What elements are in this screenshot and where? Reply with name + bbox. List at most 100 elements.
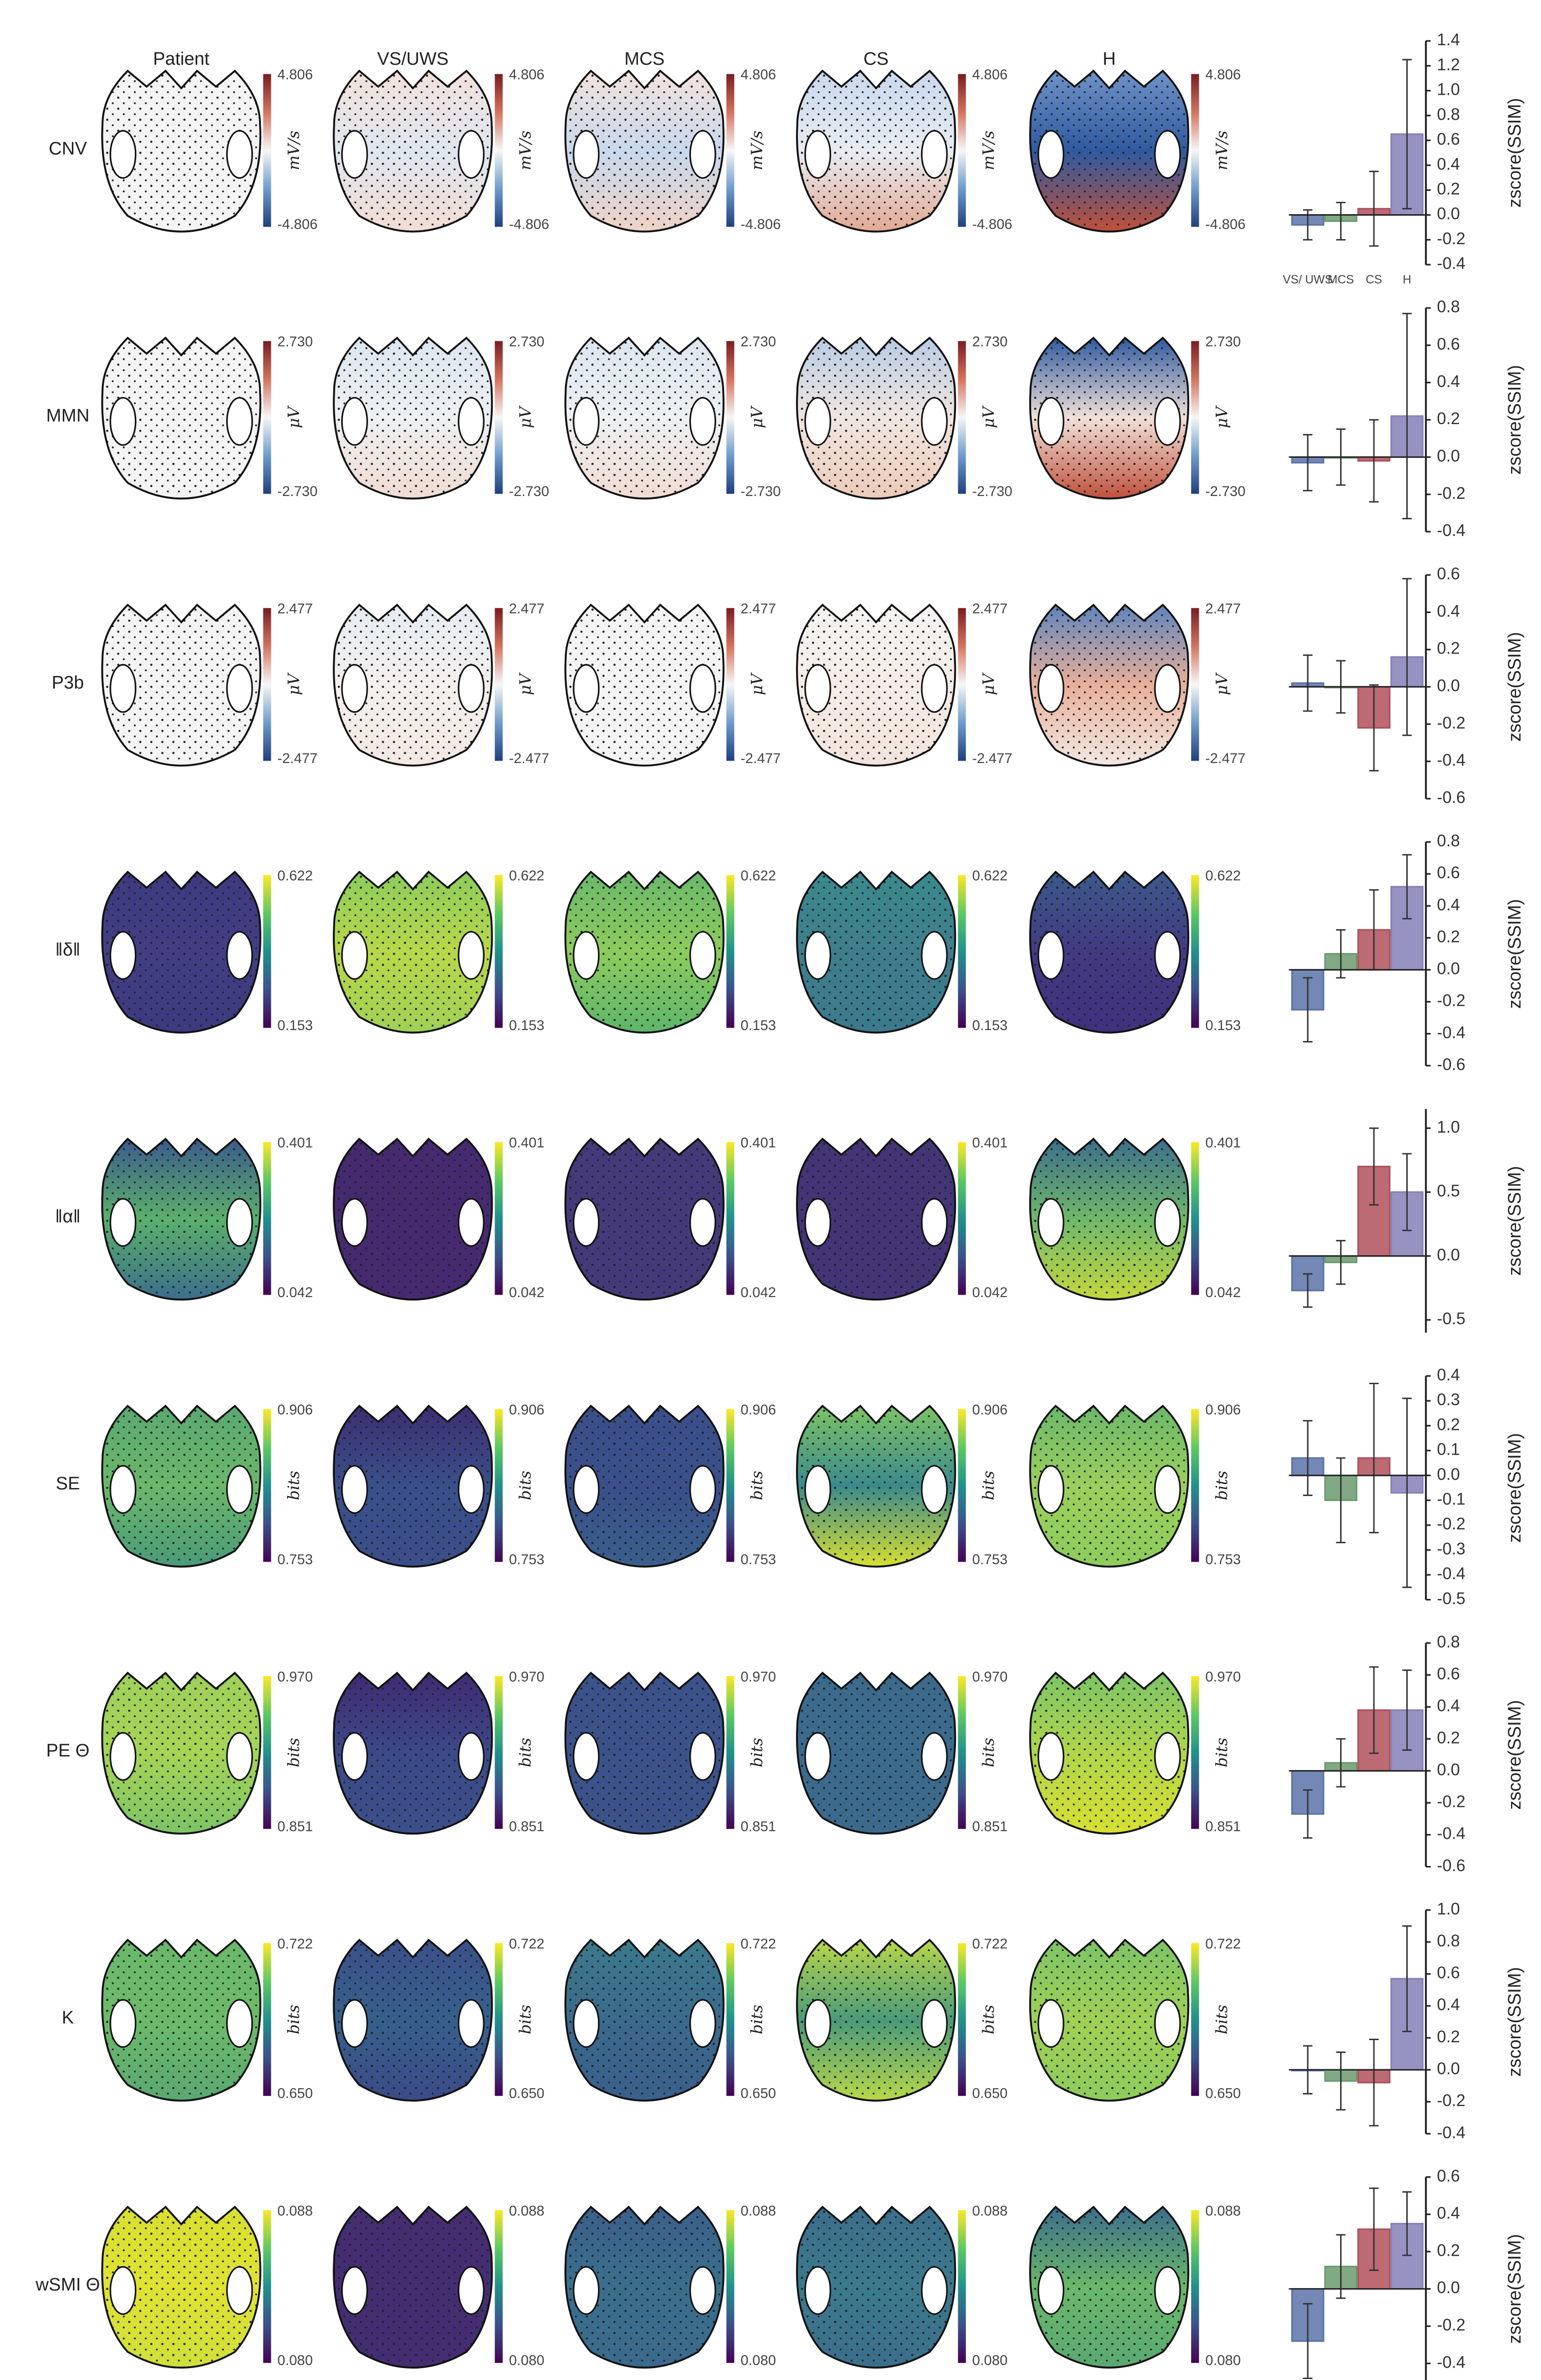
error-bar <box>1402 59 1412 209</box>
eye-hole <box>341 1465 368 1514</box>
head-outline <box>333 1404 493 1568</box>
eye-hole <box>921 664 948 713</box>
colorbar-min: 0.753 <box>972 1552 1008 1567</box>
head-outline <box>796 1404 956 1568</box>
topomap <box>796 604 956 767</box>
y-tick-label: 0.2 <box>1437 410 1460 428</box>
colorbar-min: 0.153 <box>278 1018 313 1033</box>
colorbar-max: 0.722 <box>1205 1936 1241 1952</box>
colorbar-max: 0.970 <box>278 1669 313 1685</box>
eye-hole <box>226 1465 253 1514</box>
colorbar-min: 0.753 <box>1205 1552 1241 1567</box>
head-outline <box>796 1137 956 1301</box>
error-bar <box>1369 1127 1379 1206</box>
head-outline <box>1029 2205 1190 2369</box>
eye-hole <box>1037 1465 1064 1514</box>
y-tick-label: -0.2 <box>1437 2316 1465 2334</box>
y-tick-label: -0.5 <box>1437 1310 1465 1328</box>
colorbar-max: 0.088 <box>278 2203 313 2219</box>
colorbar-max: 0.906 <box>278 1402 313 1418</box>
eye-hole <box>804 397 831 446</box>
colorbar-max: 2.730 <box>278 334 313 350</box>
colorbar <box>263 341 271 494</box>
error-bar <box>1369 1382 1379 1534</box>
y-tick-label: 0.6 <box>1437 130 1460 149</box>
y-tick-label: -0.2 <box>1437 1515 1465 1533</box>
y-tick-label: -0.4 <box>1437 1565 1465 1583</box>
head-outline <box>796 337 956 500</box>
eye-hole <box>1037 1198 1064 1247</box>
colorbar <box>263 2210 271 2363</box>
eye-hole <box>226 397 253 446</box>
head-outline <box>1029 337 1190 500</box>
eye-hole <box>689 931 716 980</box>
colorbar-max: 0.906 <box>741 1402 776 1418</box>
y-tick-label: 0.4 <box>1437 2204 1460 2222</box>
colorbar <box>263 1409 271 1562</box>
topomap <box>1029 1938 1190 2102</box>
colorbar-max: 0.401 <box>1205 1135 1241 1150</box>
eye-hole <box>226 1999 253 2048</box>
y-tick-label: 0.6 <box>1437 1964 1460 1982</box>
colorbar-unit: μV <box>979 405 998 428</box>
eye-hole <box>573 2266 600 2315</box>
y-tick-label: 0.3 <box>1437 1391 1460 1409</box>
y-tick-label: 0.8 <box>1437 1932 1460 1950</box>
error-bar <box>1303 1789 1312 1839</box>
topomap <box>564 1137 725 1301</box>
eye-hole <box>109 1198 137 1247</box>
y-tick-label: 0.0 <box>1437 2279 1460 2297</box>
colorbar <box>726 1943 735 2096</box>
colorbar-min: 0.650 <box>278 2086 313 2102</box>
y-axis-label: zscore(SSIM) <box>1505 1967 1525 2076</box>
eye-hole <box>804 2266 831 2315</box>
y-axis-label: zscore(SSIM) <box>1505 365 1525 475</box>
head-outline <box>1029 871 1190 1034</box>
colorbar-min: 0.153 <box>509 1018 545 1033</box>
colorbar-min: 0.153 <box>741 1018 776 1033</box>
colorbar-unit: μV <box>1212 405 1231 428</box>
colorbar-min: 0.753 <box>509 1552 545 1567</box>
y-tick-label: 0.4 <box>1437 155 1460 173</box>
colorbar <box>263 875 271 1028</box>
eye-hole <box>341 931 368 980</box>
head-outline <box>101 1404 261 1568</box>
colorbar-max: 0.401 <box>278 1135 313 1150</box>
y-tick-label: -0.4 <box>1437 522 1465 540</box>
error-bar <box>1336 1738 1346 1788</box>
head-outline <box>333 1137 493 1301</box>
topomap <box>564 69 725 233</box>
column-header: CS <box>864 49 889 69</box>
topomap <box>333 337 493 500</box>
eye-hole <box>109 130 137 179</box>
eye-hole <box>1154 2266 1181 2315</box>
head-outline <box>333 1938 493 2102</box>
eye-hole <box>341 664 368 713</box>
eye-hole <box>109 664 137 713</box>
y-axis-label: zscore(SSIM) <box>1505 1166 1525 1276</box>
colorbar-min: 0.153 <box>972 1018 1008 1033</box>
topomap <box>1029 69 1190 233</box>
colorbar-min: 0.851 <box>972 1819 1008 1835</box>
colorbar-unit: bits <box>284 1471 303 1500</box>
eye-hole <box>804 664 831 713</box>
eye-hole <box>921 1999 948 2048</box>
colorbar-unit: mV/s <box>516 130 535 170</box>
colorbar-min: -4.806 <box>1205 217 1245 232</box>
colorbar-min: -2.477 <box>972 751 1012 766</box>
colorbar-min: -2.730 <box>972 484 1012 499</box>
error-bar <box>1369 684 1379 772</box>
eye-hole <box>457 664 485 713</box>
head-outline <box>101 604 261 767</box>
head-outline <box>1029 1137 1190 1301</box>
colorbar-max: 0.622 <box>509 868 545 884</box>
head-outline <box>564 2205 725 2369</box>
eye-hole <box>689 1999 716 2048</box>
eye-hole <box>457 1999 485 2048</box>
colorbar <box>726 875 735 1028</box>
eye-hole <box>689 1732 716 1781</box>
colorbar <box>958 2210 966 2363</box>
eye-hole <box>689 1198 716 1247</box>
eye-hole <box>226 130 253 179</box>
